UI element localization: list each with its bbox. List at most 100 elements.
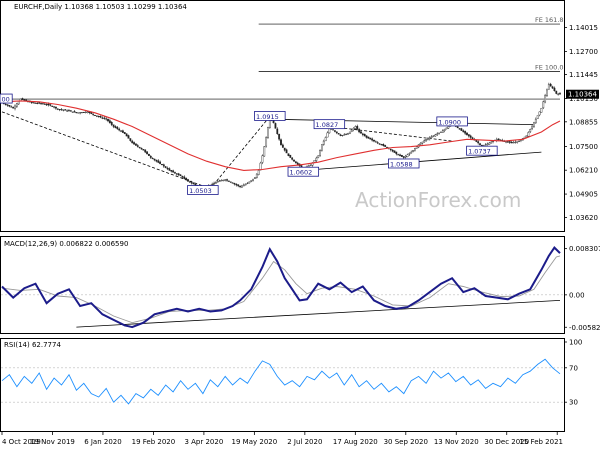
candle	[294, 160, 297, 164]
candle	[321, 144, 323, 152]
candle	[157, 159, 160, 164]
candle	[192, 182, 195, 185]
candle	[287, 153, 290, 157]
svg-text:00: 00	[2, 96, 10, 104]
candle	[536, 115, 539, 119]
level-label: 00	[0, 93, 13, 104]
candle	[123, 132, 126, 135]
level-label: 1.0503	[187, 185, 219, 195]
price-y-tick-label: 1.12700	[569, 48, 598, 56]
candle	[551, 85, 554, 89]
candle	[164, 165, 167, 169]
macd-signal-line	[1, 255, 561, 324]
macd-line	[1, 246, 561, 329]
candle	[131, 139, 134, 144]
candle	[81, 112, 83, 114]
candle	[38, 102, 41, 105]
candle	[378, 143, 381, 145]
candle	[365, 135, 368, 139]
candle	[319, 149, 321, 157]
candle	[231, 182, 234, 184]
candle	[374, 140, 377, 143]
candle	[479, 142, 481, 146]
candle	[460, 127, 463, 131]
candle	[216, 180, 219, 183]
candle	[445, 127, 448, 130]
candle	[352, 127, 355, 132]
candle	[73, 109, 76, 113]
candle	[267, 126, 269, 139]
candle	[475, 140, 478, 143]
candle	[505, 141, 507, 144]
candle	[34, 102, 37, 104]
candle	[534, 117, 537, 124]
candle	[382, 143, 385, 147]
candle	[252, 178, 254, 182]
candle	[133, 141, 135, 145]
candle	[241, 184, 243, 188]
candle	[538, 111, 541, 117]
candle	[410, 150, 413, 154]
candle	[36, 101, 39, 105]
candle	[399, 153, 401, 157]
candle	[42, 102, 44, 105]
candle	[10, 105, 13, 108]
candle	[228, 180, 230, 182]
candle	[404, 154, 407, 159]
candle	[55, 106, 57, 110]
candle	[159, 160, 161, 165]
candle	[110, 121, 113, 127]
candle	[92, 113, 95, 117]
candle	[274, 122, 277, 129]
x-tick-label: 19 May 2020	[232, 438, 278, 446]
candle	[332, 129, 334, 131]
candle	[170, 170, 173, 173]
svg-text:1.0915: 1.0915	[256, 113, 279, 121]
x-tick-label: 17 Aug 2020	[333, 438, 378, 446]
candle	[477, 140, 480, 145]
candle	[255, 173, 258, 179]
price-y-tick-label: 1.03620	[569, 214, 598, 222]
moving-average-line	[1, 100, 561, 171]
candle	[350, 129, 353, 133]
candle	[218, 179, 221, 182]
candle	[512, 140, 515, 144]
candle	[239, 185, 241, 189]
candle	[155, 159, 158, 163]
candle	[467, 134, 470, 138]
candle	[162, 163, 165, 168]
candle	[490, 140, 493, 144]
candle	[438, 132, 440, 135]
macd-y-tick-label: 0.00	[569, 291, 585, 299]
level-label: 1.0588	[388, 158, 420, 168]
candle	[471, 136, 474, 140]
candle	[153, 158, 156, 162]
candle	[434, 133, 437, 137]
candle	[149, 154, 152, 160]
candle	[518, 140, 520, 142]
candle	[190, 180, 193, 185]
candle	[175, 172, 178, 176]
candle	[174, 171, 176, 175]
candle	[64, 109, 67, 111]
fe-label: FE 100.0	[535, 64, 564, 72]
candle	[187, 178, 189, 182]
candle	[293, 159, 295, 163]
candle	[185, 177, 188, 181]
level-label: 1.0915	[254, 111, 286, 121]
candle	[386, 146, 388, 148]
candle	[121, 129, 124, 133]
candle	[233, 182, 236, 186]
candle	[361, 132, 364, 137]
svg-text:1.0737: 1.0737	[468, 148, 491, 156]
candle	[555, 90, 558, 95]
candle	[280, 138, 282, 146]
candle	[248, 181, 251, 184]
candle	[23, 99, 26, 101]
candle	[464, 130, 467, 136]
candle	[547, 82, 550, 90]
candle	[337, 133, 340, 135]
macd-trend-line	[76, 300, 561, 328]
